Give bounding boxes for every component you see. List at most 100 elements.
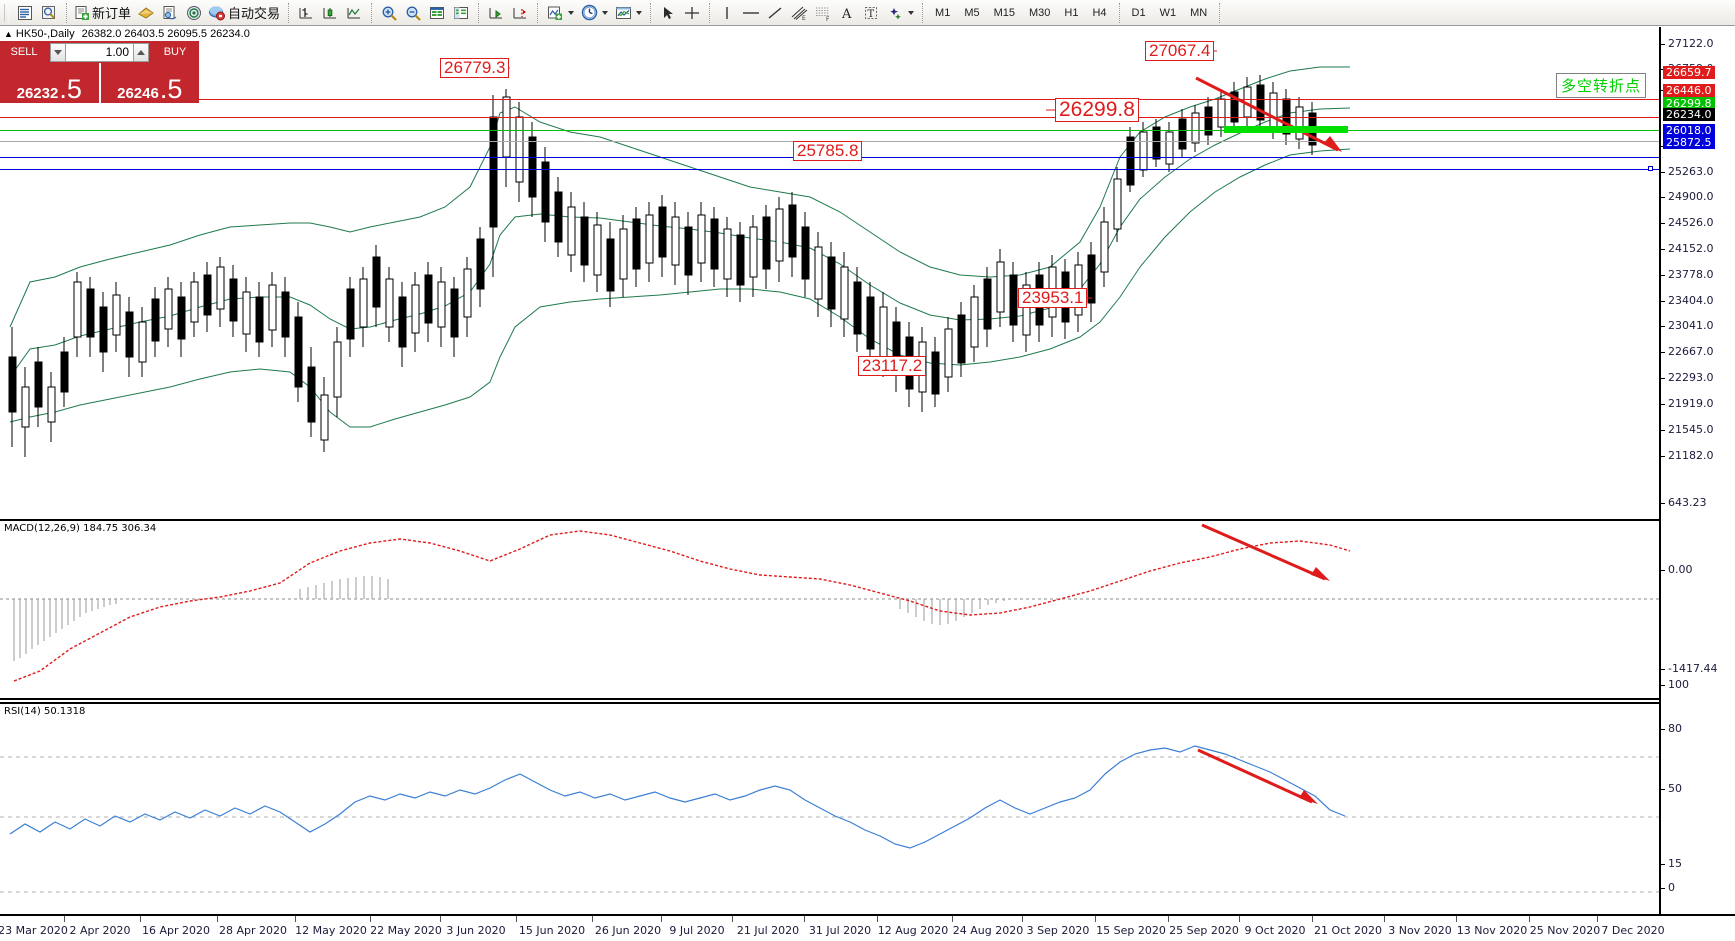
tab-timeframe-h1[interactable]: H1	[1064, 6, 1079, 19]
level-line-25872[interactable]	[0, 169, 1659, 170]
shapes-icon[interactable]	[883, 1, 907, 25]
rsi-chart-svg	[0, 745, 1659, 893]
macd-axis-tick-mark	[1661, 570, 1665, 571]
date-axis-label: 2 Apr 2020	[69, 924, 131, 937]
tab-timeframe-w1[interactable]: W1	[1159, 6, 1177, 19]
equidistant-channel-icon[interactable]: E	[787, 1, 811, 25]
templates-icon[interactable]	[611, 1, 635, 25]
volume-control[interactable]: 1.00	[48, 41, 151, 63]
collapse-arrow-icon[interactable]: ▲	[4, 28, 13, 39]
tab-timeframe-m1[interactable]: M1	[935, 6, 951, 19]
tab-timeframe-mn[interactable]: MN	[1190, 6, 1208, 19]
market-watch-icon[interactable]	[37, 1, 61, 25]
crosshair-icon[interactable]	[680, 1, 704, 25]
chart-grid-icon[interactable]	[449, 1, 473, 25]
zoom-out-icon[interactable]	[401, 1, 425, 25]
annotation-25785[interactable]: 25785.8	[793, 141, 863, 161]
annotation-27067[interactable]: 27067.4	[1145, 41, 1215, 61]
annotation-23953[interactable]: 23953.1	[1018, 288, 1088, 308]
tab-timeframe-m15[interactable]: M15	[993, 6, 1015, 19]
date-axis-label: 3 Jun 2020	[446, 924, 506, 937]
price-level-tag[interactable]: 26299.8	[1663, 97, 1715, 110]
price-axis-tick-label: 23404.0	[1668, 294, 1714, 307]
macd-pane[interactable]: MACD(12,26,9) 184.75 306.34	[0, 519, 1659, 700]
new-order-icon[interactable]: 新订单	[72, 1, 134, 25]
date-axis-label: 25 Nov 2020	[1529, 924, 1601, 937]
trendline-icon[interactable]	[763, 1, 787, 25]
tab-timeframe-h4[interactable]: H4	[1092, 6, 1107, 19]
date-axis-tick	[1095, 916, 1096, 922]
tab-timeframe-m5[interactable]: M5	[964, 6, 980, 19]
expert-advisor-icon[interactable]	[134, 1, 158, 25]
add-indicator-icon[interactable]	[543, 1, 567, 25]
fibonacci-icon[interactable]: F	[811, 1, 835, 25]
rsi-indicator-label: RSI(14) 50.1318	[4, 706, 86, 717]
chevron-down-icon[interactable]	[568, 10, 575, 15]
sell-price-display[interactable]: 26232 .5	[0, 63, 99, 103]
one-click-trading-panel[interactable]: SELL 1.00 BUY 26232 .5 26246 .5	[0, 41, 199, 103]
price-level-tag[interactable]: 26659.7	[1663, 66, 1715, 79]
date-axis-tick	[1456, 916, 1457, 922]
auto-trading-icon[interactable]: 自动交易	[206, 1, 283, 25]
price-level-tag[interactable]: 26446.0	[1663, 84, 1715, 97]
level-line-26659[interactable]	[0, 99, 1659, 100]
vertical-line-icon[interactable]	[715, 1, 739, 25]
date-axis-tick	[217, 916, 218, 922]
text-icon[interactable]: A	[835, 1, 859, 25]
price-axis[interactable]: 27122.026759.026446.025637.025263.024900…	[1659, 27, 1735, 914]
chevron-down-icon[interactable]	[908, 10, 915, 15]
macd-axis-tick-label: -1417.44	[1668, 662, 1718, 675]
macd-axis-tick-mark	[1661, 669, 1665, 670]
signals-icon[interactable]	[182, 1, 206, 25]
price-axis-tick-mark	[1661, 456, 1665, 457]
macd-axis-tick-label: 643.23	[1668, 496, 1707, 509]
volume-decrement-button[interactable]	[50, 42, 66, 62]
chart-shift-icon[interactable]	[508, 1, 532, 25]
date-axis-tick	[140, 916, 141, 922]
date-axis-label: 13 Nov 2020	[1456, 924, 1528, 937]
cursor-icon[interactable]	[656, 1, 680, 25]
toolbar-separator	[1118, 2, 1120, 23]
date-axis[interactable]: 23 Mar 2020 2 Apr 2020 16 Apr 2020 28 Apr 2…	[0, 914, 1735, 941]
chart-area[interactable]: MACD(12,26,9) 184.75 306.34	[0, 27, 1659, 914]
macd-downtrend-arrow	[1201, 523, 1330, 581]
candlestick-chart-icon[interactable]	[318, 1, 342, 25]
data-window-icon[interactable]	[425, 1, 449, 25]
toolbar-separator	[66, 2, 67, 23]
rsi-axis-tick-mark	[1661, 864, 1665, 865]
terminal-icon[interactable]	[13, 1, 37, 25]
period-clock-icon[interactable]	[577, 1, 601, 25]
price-level-tag[interactable]: 26234.0	[1663, 108, 1715, 121]
buy-price-display[interactable]: 26246 .5	[98, 63, 199, 103]
annotation-26779[interactable]: 26779.3	[440, 58, 510, 78]
strategy-tester-icon[interactable]	[158, 1, 182, 25]
annotation-cn[interactable]: 多空转折点	[1556, 73, 1647, 98]
buy-button[interactable]: BUY	[151, 41, 199, 63]
price-level-tag[interactable]: 25872.5	[1663, 136, 1715, 149]
line-chart-icon[interactable]	[342, 1, 366, 25]
chevron-down-icon[interactable]	[636, 10, 643, 15]
volume-input[interactable]: 1.00	[66, 42, 133, 62]
auto-scroll-icon[interactable]	[484, 1, 508, 25]
text-label-icon[interactable]: T	[859, 1, 883, 25]
tab-timeframe-m30[interactable]: M30	[1029, 6, 1051, 19]
level-line-26299[interactable]	[0, 130, 1659, 131]
rsi-pane[interactable]: RSI(14) 50.1318	[0, 702, 1659, 914]
bar-chart-icon[interactable]	[294, 1, 318, 25]
toolbar-grip[interactable]	[4, 3, 9, 22]
line-handle-25872[interactable]	[1648, 166, 1653, 171]
tab-timeframe-d1[interactable]: D1	[1131, 6, 1146, 19]
horizontal-line-icon[interactable]	[739, 1, 763, 25]
level-line-26446[interactable]	[0, 117, 1659, 118]
chevron-down-icon[interactable]	[602, 10, 609, 15]
date-axis-label: 12 May 2020	[295, 924, 367, 937]
zoom-in-icon[interactable]	[377, 1, 401, 25]
price-axis-tick-label: 21545.0	[1668, 423, 1714, 436]
price-level-tag[interactable]: 26018.0	[1663, 124, 1715, 137]
sell-button[interactable]: SELL	[0, 41, 48, 63]
annotation-26299[interactable]: 26299.8	[1055, 98, 1139, 122]
volume-increment-button[interactable]	[133, 42, 149, 62]
price-axis-tick-mark	[1661, 44, 1665, 45]
price-pane[interactable]	[0, 27, 1659, 518]
annotation-23117[interactable]: 23117.2	[858, 356, 927, 376]
